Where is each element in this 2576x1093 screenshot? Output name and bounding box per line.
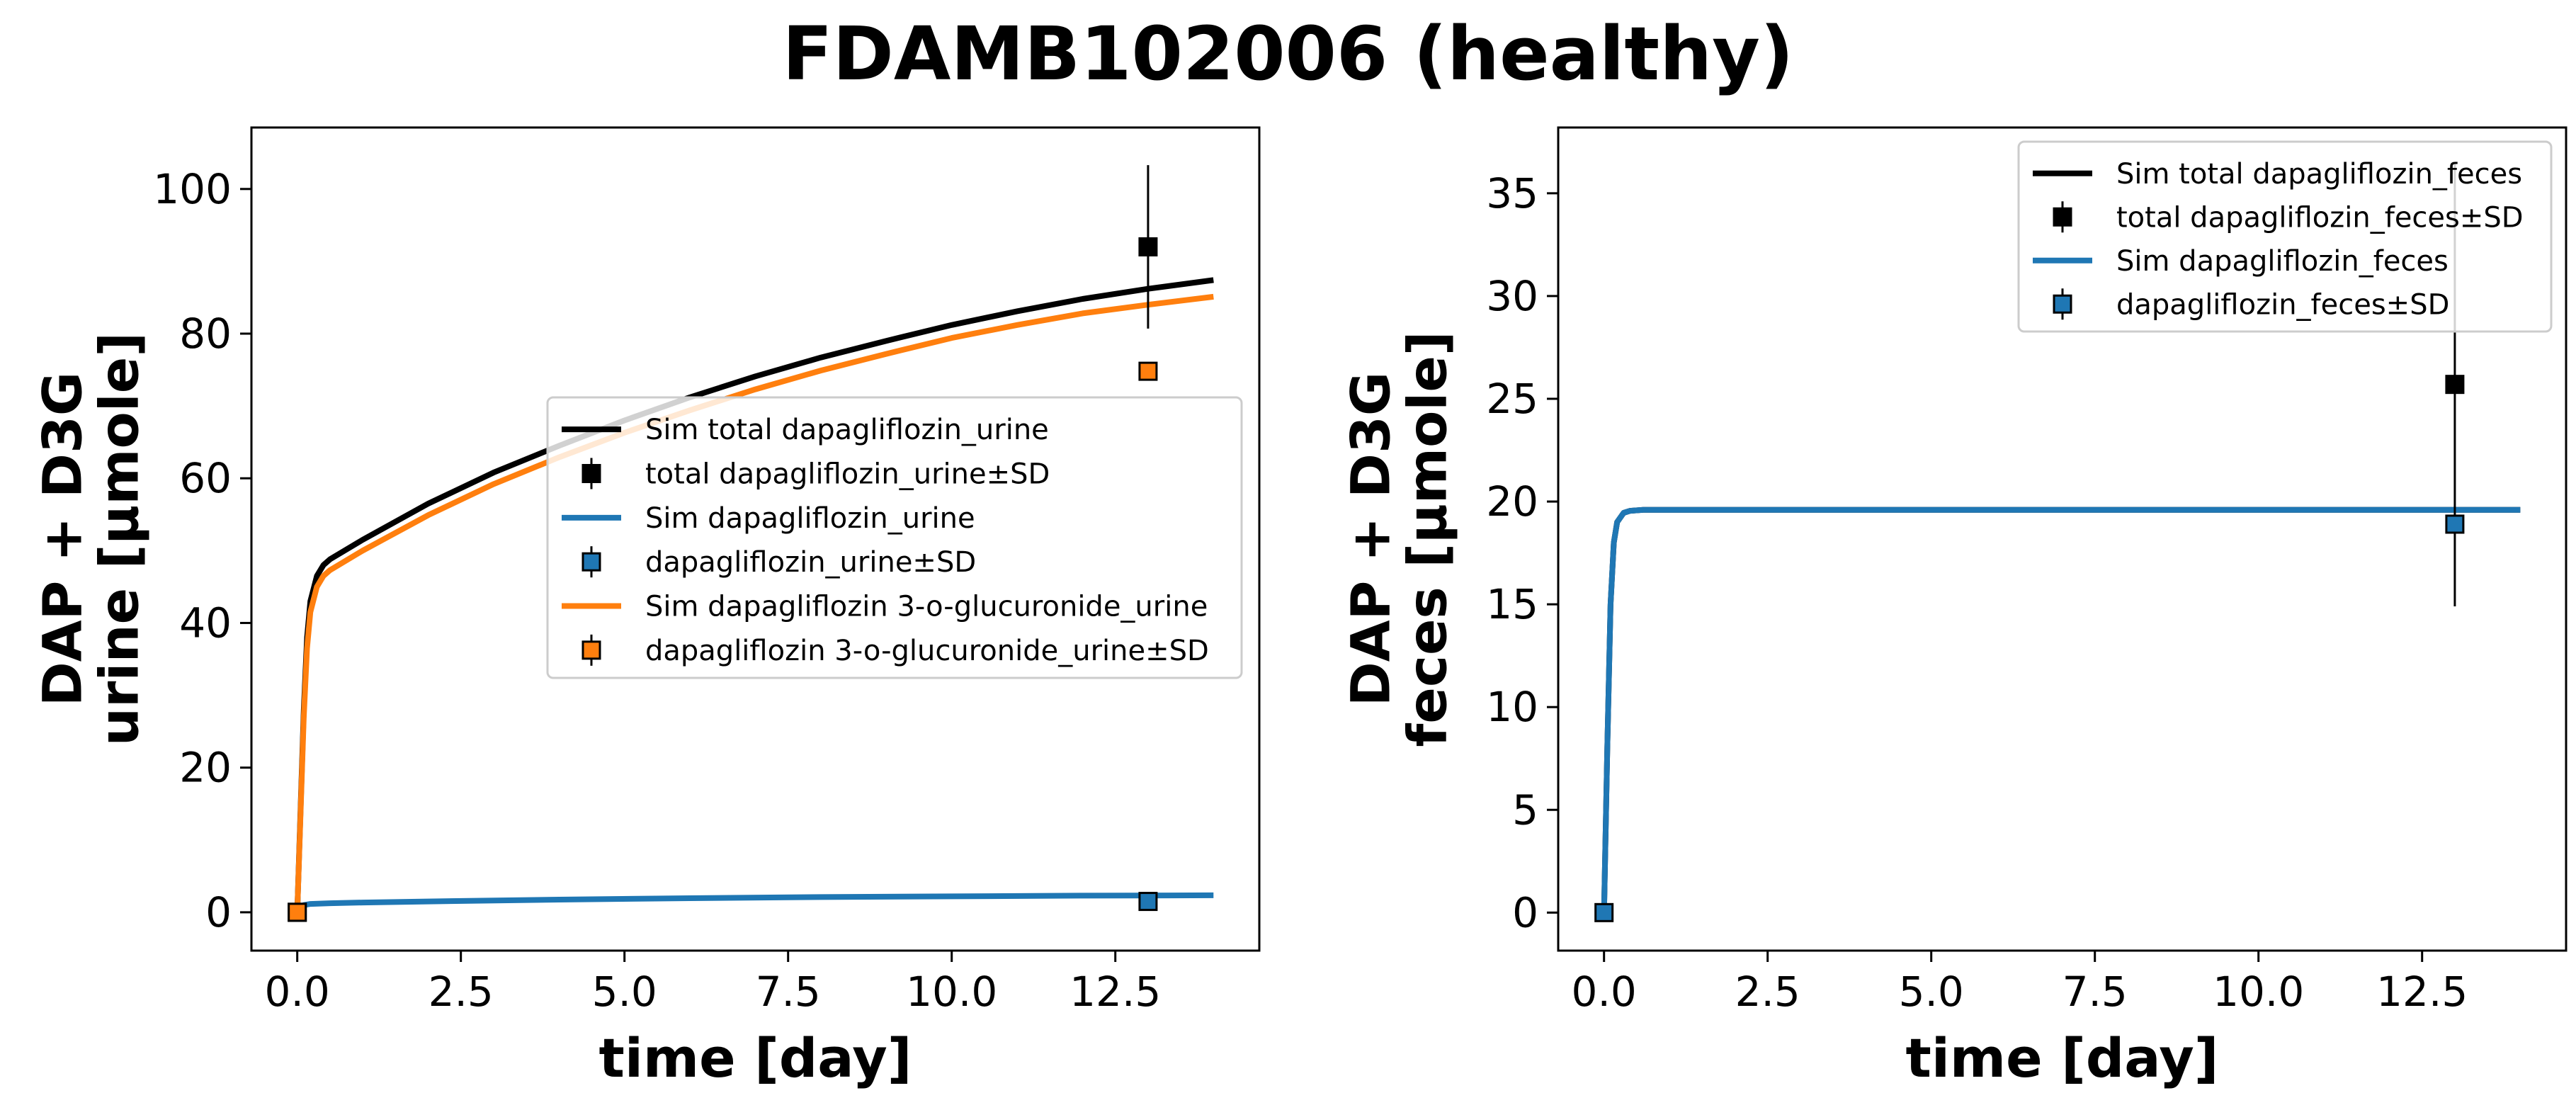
series-line xyxy=(294,293,1214,913)
legend-marker-swatch xyxy=(2053,207,2072,227)
legend-label: dapagliflozin_feces±SD xyxy=(2116,288,2449,321)
legend-label: dapagliflozin_urine±SD xyxy=(645,546,976,579)
data-point xyxy=(288,902,307,922)
x-axis-label: time [day] xyxy=(599,1026,912,1089)
legend-box xyxy=(2017,140,2553,333)
series-line xyxy=(1601,506,2521,913)
y-tick-label: 80 xyxy=(179,310,232,358)
y-tick-label: 10 xyxy=(1486,683,1538,731)
legend-label: Sim total dapagliflozin_feces xyxy=(2116,158,2522,191)
plot-frame xyxy=(1557,126,2568,952)
y-tick-label: 100 xyxy=(153,165,232,213)
y-tick-label: 15 xyxy=(1486,580,1538,628)
legend-marker-swatch xyxy=(2053,294,2072,314)
legend-label: total dapagliflozin_feces±SD xyxy=(2116,201,2524,234)
data-point xyxy=(2445,514,2465,534)
plot-frame xyxy=(250,126,1261,952)
legend-label: Sim dapagliflozin_urine xyxy=(645,502,975,535)
legend-box xyxy=(546,396,1243,679)
x-tick-label: 0.0 xyxy=(1572,968,1637,1016)
x-tick-label: 12.5 xyxy=(2376,968,2468,1016)
y-tick-label: 20 xyxy=(1486,477,1538,526)
x-tick-label: 7.5 xyxy=(2062,968,2128,1016)
y-axis-label: urine [µmole] xyxy=(88,332,151,746)
x-tick-label: 10.0 xyxy=(2213,968,2304,1016)
y-tick-label: 25 xyxy=(1486,375,1538,423)
legend-marker-swatch xyxy=(581,464,601,483)
data-point xyxy=(1138,237,1158,256)
legend-label: total dapagliflozin_urine±SD xyxy=(645,458,1050,491)
x-tick-label: 0.0 xyxy=(265,968,330,1016)
series-line xyxy=(295,892,1214,914)
y-tick-label: 40 xyxy=(179,599,232,647)
y-tick-label: 0 xyxy=(205,888,232,936)
y-axis-label: DAP + D3G xyxy=(31,372,94,707)
x-tick-label: 10.0 xyxy=(906,968,997,1016)
y-tick-label: 0 xyxy=(1512,888,1538,936)
x-tick-label: 2.5 xyxy=(429,968,494,1016)
y-axis-label: DAP + D3G xyxy=(1339,372,1402,707)
y-axis-label: feces [µmole] xyxy=(1396,331,1459,747)
legend-label: Sim total dapagliflozin_urine xyxy=(645,414,1049,446)
x-tick-label: 5.0 xyxy=(592,968,657,1016)
y-tick-label: 60 xyxy=(179,454,232,502)
data-point xyxy=(1138,361,1158,381)
legend-label: Sim dapagliflozin_feces xyxy=(2116,245,2449,278)
legend-label: Sim dapagliflozin 3-o-glucuronide_urine xyxy=(645,591,1208,623)
data-point xyxy=(1594,902,1614,922)
x-tick-label: 5.0 xyxy=(1899,968,1964,1016)
chart-panel-2: 0.0 2.5 5.0 7.5 10.0 12.5 0 5 10 15 20 25 30 35 time [… xyxy=(1339,126,2568,1089)
chart-panel-1: 0.0 2.5 5.0 7.5 10.0 12.5 0 20 40 60 80 100 time [da… xyxy=(31,126,1261,1089)
y-tick-label: 20 xyxy=(179,744,232,792)
x-tick-label: 12.5 xyxy=(1069,968,1161,1016)
legend-marker-swatch xyxy=(581,552,601,572)
figure-title: FDAMB102006 (healthy) xyxy=(782,11,1794,97)
legend-label: dapagliflozin 3-o-glucuronide_urine±SD xyxy=(645,635,1209,667)
data-point xyxy=(1138,892,1158,912)
y-tick-label: 30 xyxy=(1486,272,1538,320)
x-tick-label: 2.5 xyxy=(1735,968,1800,1016)
y-tick-label: 35 xyxy=(1486,169,1538,217)
x-axis-label: time [day] xyxy=(1906,1026,2219,1089)
x-tick-label: 7.5 xyxy=(756,968,821,1016)
series-lines xyxy=(1601,506,2521,913)
series-line xyxy=(1601,506,2521,913)
legend-marker-swatch xyxy=(581,640,601,660)
y-tick-label: 5 xyxy=(1512,786,1538,834)
data-point xyxy=(2445,375,2465,395)
